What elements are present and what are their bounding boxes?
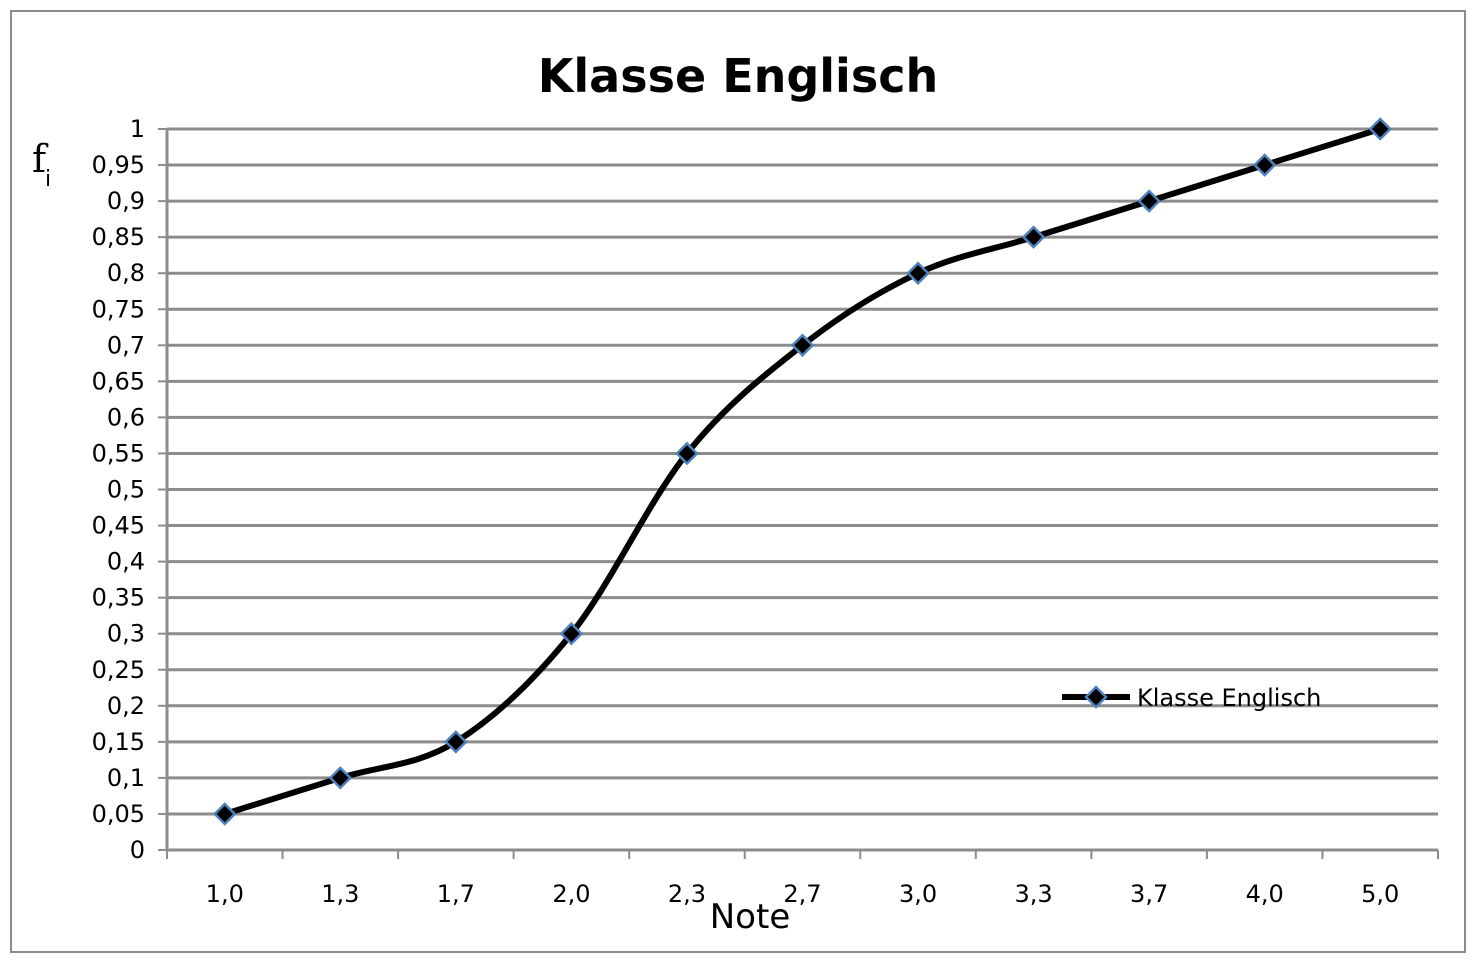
data-point-marker	[328, 766, 353, 790]
y-tick-label: 0,05	[92, 800, 145, 828]
y-tick-label: 0,4	[107, 548, 145, 576]
x-axis-label: Note	[710, 897, 790, 937]
y-tick-label: 0,45	[92, 512, 145, 540]
y-tick-label: 0,5	[107, 476, 145, 504]
y-tick-label: 0,35	[92, 584, 145, 612]
x-tick-label: 2,0	[552, 880, 590, 908]
data-point-marker	[559, 621, 584, 646]
data-point-marker	[444, 730, 468, 754]
y-tick-label: 0,3	[107, 620, 145, 648]
x-tick-label: 1,3	[321, 880, 359, 908]
y-tick-label: 0,7	[107, 331, 145, 359]
y-tick-label: 0	[130, 836, 145, 864]
chart-title: Klasse Englisch	[538, 49, 938, 103]
x-tick-labels: 1,0 1,3 1,7 2,0 2,3 2,7 3,0 3,3 3,7 4,0 5,0	[206, 880, 1400, 908]
chart-frame	[10, 10, 1466, 953]
y-tick-label: 0,65	[92, 367, 145, 395]
x-tick-label: 5,0	[1361, 880, 1399, 908]
series-group	[213, 117, 1392, 826]
x-tick-label: 1,7	[437, 880, 475, 908]
data-point-marker	[790, 333, 815, 358]
y-tick-label: 0,9	[107, 187, 145, 215]
x-tick-label: 2,7	[783, 880, 821, 908]
data-point-marker	[675, 441, 699, 466]
axes	[158, 128, 1439, 859]
legend-marker	[1084, 685, 1108, 709]
x-tick-label: 3,7	[1130, 880, 1168, 908]
y-tick-labels: 0 0,05 0,1 0,15 0,2 0,25 0,3 0,35 0,4 0,45 0,5 0,55…	[92, 115, 145, 864]
y-tick-label: 0,15	[92, 728, 145, 756]
data-point-marker	[1252, 153, 1277, 177]
y-tick-label: 0,8	[107, 259, 145, 287]
legend: Klasse Englisch	[1062, 684, 1321, 712]
data-point-marker	[213, 802, 237, 826]
y-tick-label: 1	[130, 115, 145, 143]
x-tick-label: 1,0	[206, 880, 244, 908]
y-tick-label: 0,55	[92, 439, 145, 467]
series-line	[223, 126, 1382, 817]
y-tick-label: 0,6	[107, 403, 145, 431]
y-axis-label: f	[32, 137, 49, 181]
y-tick-label: 0,85	[92, 223, 145, 251]
data-point-marker	[1021, 225, 1046, 249]
y-tick-label: 0,25	[92, 656, 145, 684]
data-point-marker	[906, 261, 930, 285]
data-point-marker	[1368, 117, 1392, 141]
x-tick-label: 3,3	[1015, 880, 1053, 908]
x-tick-label: 3,0	[899, 880, 937, 908]
y-tick-label: 0,95	[92, 151, 145, 179]
legend-label: Klasse Englisch	[1137, 684, 1321, 712]
data-point-marker	[1137, 189, 1161, 213]
x-tick-label: 4,0	[1246, 880, 1284, 908]
y-tick-label: 0,2	[107, 692, 145, 720]
y-axis-label-subscript: i	[45, 167, 51, 192]
y-tick-label: 0,1	[107, 764, 145, 792]
grid	[167, 127, 1438, 816]
y-tick-label: 0,75	[92, 295, 145, 323]
x-tick-label: 2,3	[668, 880, 706, 908]
